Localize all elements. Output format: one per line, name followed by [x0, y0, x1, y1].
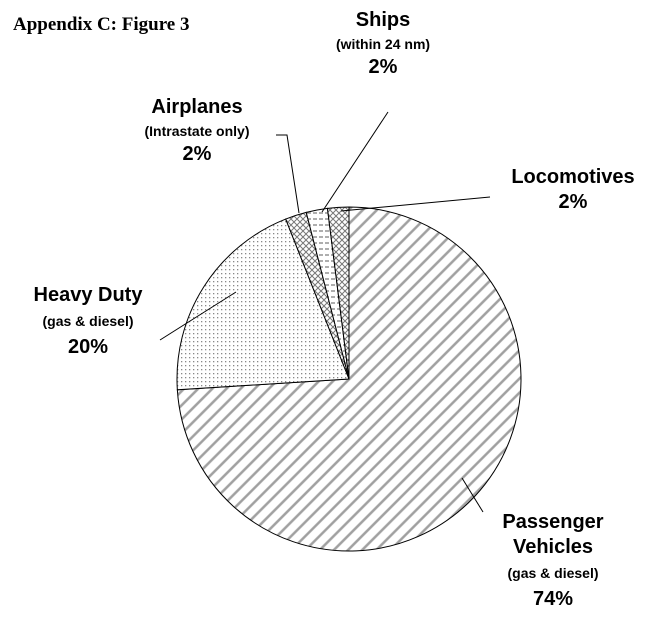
sublabel: (Intrastate only)	[144, 123, 250, 139]
value-label: 2%	[558, 191, 588, 213]
slice	[326, 206, 350, 380]
value-label: 74%	[532, 587, 574, 610]
leader-lines	[159, 111, 491, 513]
category: Passenger Vehicles	[502, 511, 604, 558]
slice	[176, 218, 350, 391]
slice-label: Ships (within 24 nm) 2%	[293, 8, 473, 80]
category: Heavy Duty	[33, 284, 143, 306]
category: Ships	[355, 9, 411, 31]
slice-label: Passenger Vehicles (gas & diesel) 74%	[463, 510, 643, 612]
slice-label: Heavy Duty (gas & diesel) 20%	[0, 283, 178, 360]
sublabel: (within 24 nm)	[335, 36, 431, 52]
slice-label: Locomotives 2%	[483, 165, 661, 215]
category: Airplanes	[151, 96, 243, 118]
sublabel: (gas & diesel)	[507, 565, 599, 581]
value-label: 2%	[368, 56, 398, 79]
value-label: 2%	[182, 143, 212, 166]
pie	[176, 206, 522, 552]
leader-line	[340, 196, 491, 212]
leader-line	[461, 477, 484, 513]
category: Locomotives	[511, 166, 635, 188]
slice-label: Airplanes (Intrastate only) 2%	[107, 95, 287, 167]
leader-line	[276, 134, 300, 214]
leader-line	[321, 111, 389, 213]
chart-title: Appendix C: Figure 3	[13, 14, 190, 35]
leader-line	[159, 291, 237, 341]
value-label: 20%	[67, 335, 109, 358]
sublabel: (gas & diesel)	[42, 313, 134, 329]
